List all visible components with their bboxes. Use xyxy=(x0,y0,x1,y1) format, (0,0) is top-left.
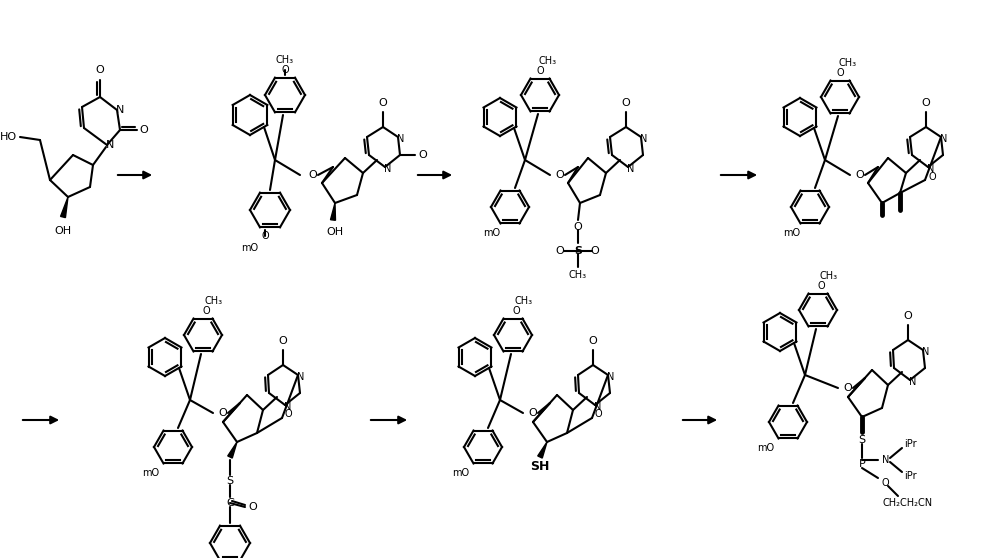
Text: O: O xyxy=(591,246,599,256)
Text: O: O xyxy=(284,409,292,419)
Text: O: O xyxy=(261,231,269,241)
Text: C: C xyxy=(226,498,234,508)
Text: CH₃: CH₃ xyxy=(569,270,587,280)
Text: O: O xyxy=(96,65,104,75)
Text: O: O xyxy=(881,478,889,488)
Text: O: O xyxy=(556,170,564,180)
Text: N: N xyxy=(940,134,948,144)
Text: OH: OH xyxy=(326,227,344,237)
Text: iPr: iPr xyxy=(904,439,916,449)
Text: CH₃: CH₃ xyxy=(539,56,557,66)
Text: O: O xyxy=(512,306,520,316)
Text: mO: mO xyxy=(452,468,470,478)
Text: N: N xyxy=(922,347,930,357)
Text: S: S xyxy=(858,435,866,445)
Text: O: O xyxy=(556,246,564,256)
Text: CH₃: CH₃ xyxy=(515,296,533,306)
Text: O: O xyxy=(594,409,602,419)
Text: O: O xyxy=(589,336,597,346)
Text: O: O xyxy=(279,336,287,346)
Polygon shape xyxy=(331,203,335,220)
Text: mO: mO xyxy=(142,468,160,478)
Text: N: N xyxy=(640,134,648,144)
Text: O: O xyxy=(574,222,582,232)
Text: CH₃: CH₃ xyxy=(820,271,838,281)
Text: O: O xyxy=(856,170,864,180)
Text: mO: mO xyxy=(783,228,801,238)
Text: O: O xyxy=(529,408,537,418)
Text: N: N xyxy=(284,402,292,412)
Text: O: O xyxy=(904,311,912,321)
Text: O: O xyxy=(309,170,317,180)
Text: N: N xyxy=(594,402,602,412)
Text: HO: HO xyxy=(0,132,17,142)
Text: S: S xyxy=(226,476,234,486)
Text: N: N xyxy=(627,164,635,174)
Text: N: N xyxy=(397,134,405,144)
Text: O: O xyxy=(928,172,936,182)
Text: CH₃: CH₃ xyxy=(839,58,857,68)
Text: SH: SH xyxy=(530,460,550,474)
Text: O: O xyxy=(922,98,930,108)
Text: N: N xyxy=(927,164,935,174)
Text: O: O xyxy=(419,150,427,160)
Text: mO: mO xyxy=(757,443,775,453)
Text: OH: OH xyxy=(54,226,72,236)
Text: S: S xyxy=(574,246,582,256)
Text: O: O xyxy=(817,281,825,291)
Text: P: P xyxy=(859,459,865,469)
Text: N: N xyxy=(384,164,392,174)
Polygon shape xyxy=(61,197,68,218)
Text: O: O xyxy=(249,502,257,512)
Text: CH₂CH₂CN: CH₂CH₂CN xyxy=(883,498,933,508)
Text: O: O xyxy=(140,125,148,135)
Polygon shape xyxy=(228,442,237,458)
Text: O: O xyxy=(836,68,844,78)
Text: O: O xyxy=(536,66,544,76)
Text: CH₃: CH₃ xyxy=(205,296,223,306)
Text: O: O xyxy=(379,98,387,108)
Text: N: N xyxy=(607,372,615,382)
Text: iPr: iPr xyxy=(904,471,916,481)
Text: O: O xyxy=(844,383,852,393)
Text: N: N xyxy=(909,377,917,387)
Text: mO: mO xyxy=(483,228,501,238)
Text: N: N xyxy=(297,372,305,382)
Text: N: N xyxy=(116,105,124,115)
Text: N: N xyxy=(106,140,114,150)
Text: O: O xyxy=(219,408,227,418)
Text: CH₃: CH₃ xyxy=(276,55,294,65)
Text: N: N xyxy=(882,455,890,465)
Text: O: O xyxy=(622,98,630,108)
Text: O: O xyxy=(281,65,289,75)
Text: O: O xyxy=(202,306,210,316)
Text: mO: mO xyxy=(241,243,259,253)
Polygon shape xyxy=(538,442,547,458)
